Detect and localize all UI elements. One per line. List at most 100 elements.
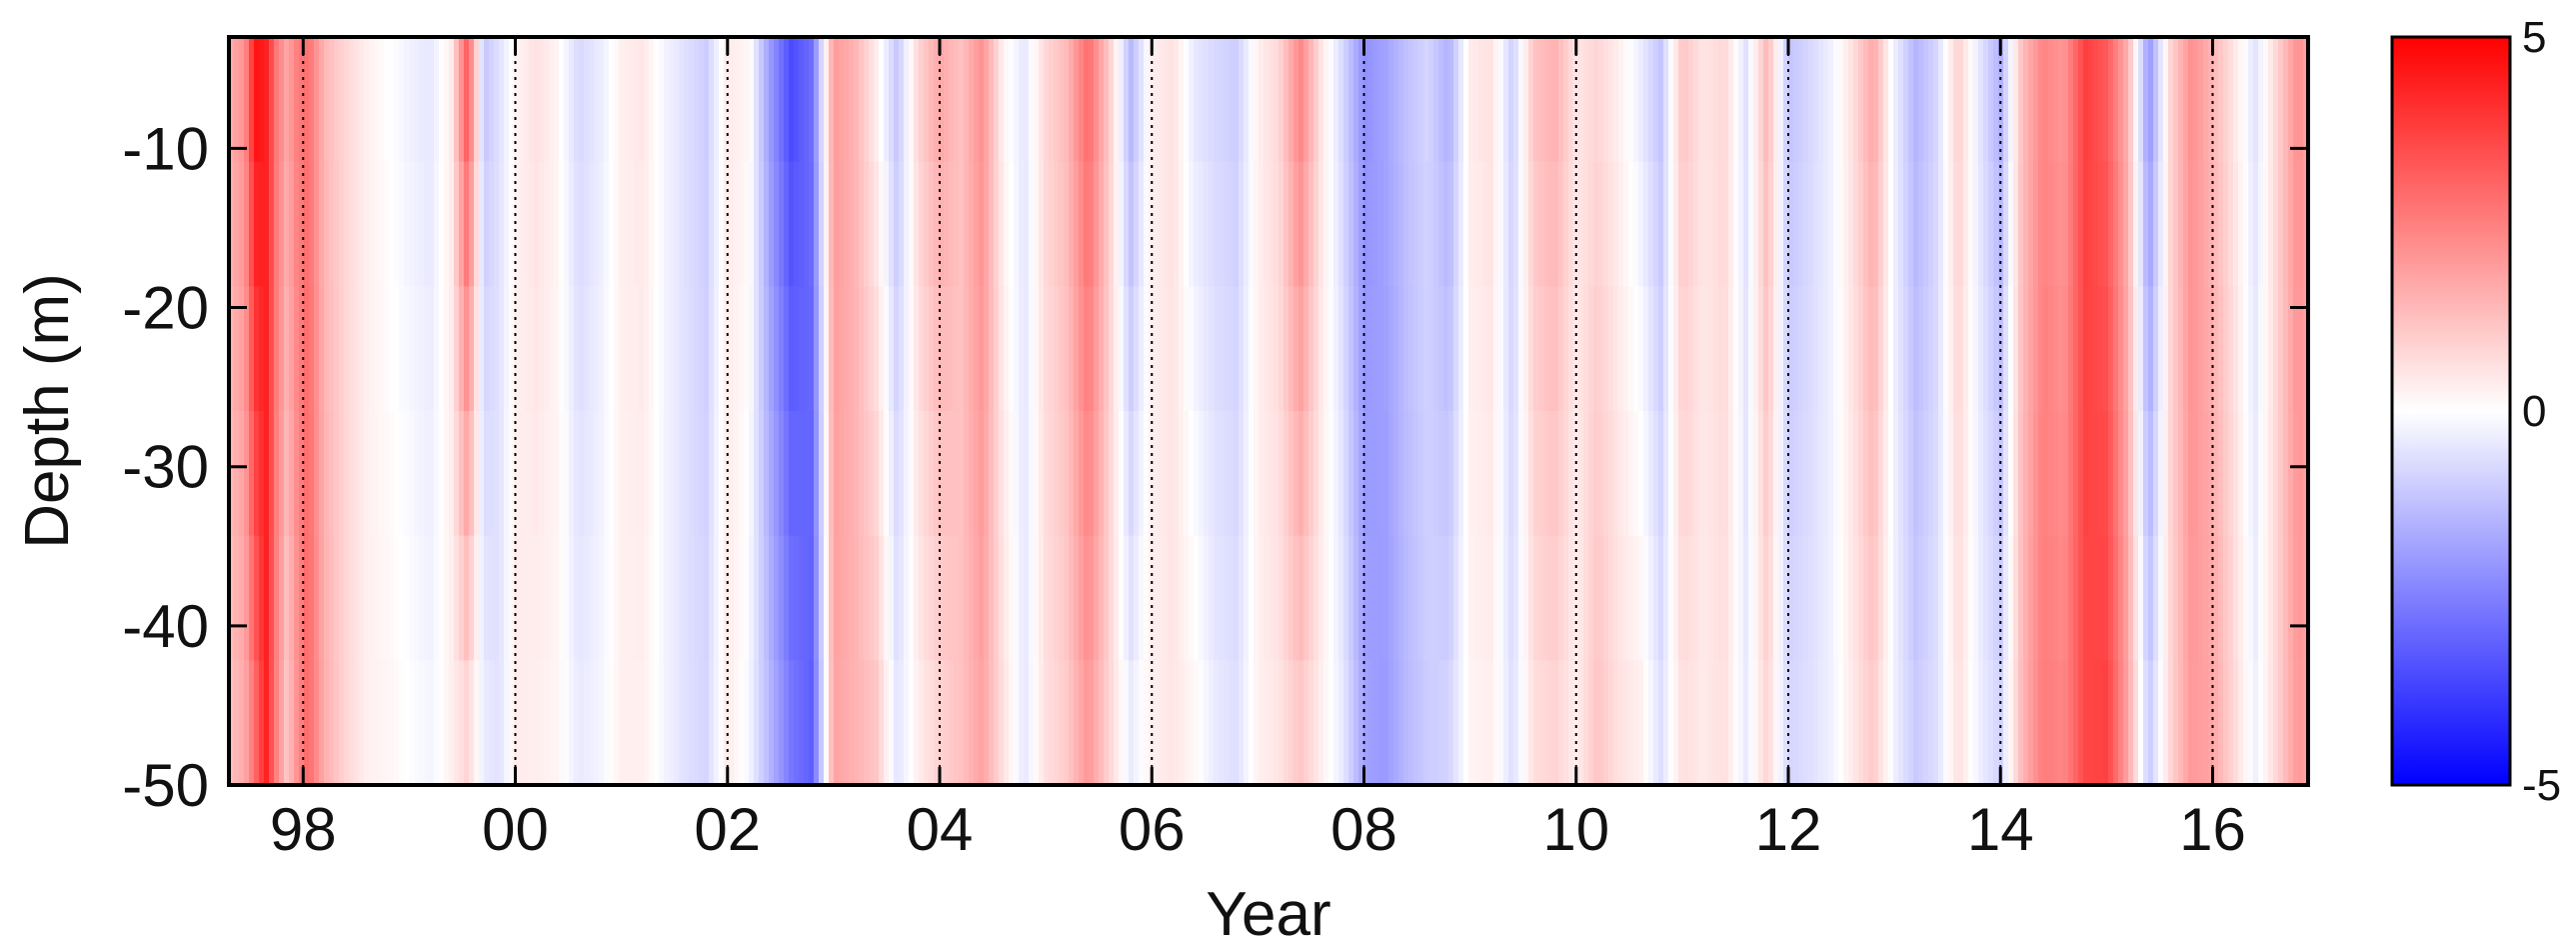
heat-cell	[1973, 660, 1979, 785]
heat-cell	[929, 535, 935, 662]
heat-cell	[1693, 37, 1699, 163]
heat-cell	[364, 286, 370, 412]
heat-cell	[604, 161, 610, 288]
heat-cell	[2303, 37, 2308, 163]
heat-cell	[494, 161, 500, 288]
heat-cell	[1199, 660, 1205, 785]
heat-cell	[1274, 411, 1280, 537]
heat-cell	[1528, 161, 1534, 288]
heat-cell	[2043, 535, 2049, 662]
heat-cell	[2223, 161, 2229, 288]
heat-cell	[1948, 286, 1954, 412]
heat-cell	[819, 286, 825, 412]
heat-cell	[1089, 411, 1095, 537]
heat-cell	[1254, 411, 1260, 537]
heat-cell	[954, 37, 960, 163]
heat-cell	[1388, 286, 1394, 412]
heat-cell	[1144, 411, 1150, 537]
heat-cell	[414, 161, 420, 288]
heat-cell	[969, 286, 975, 412]
heat-cell	[399, 286, 405, 412]
heat-cell	[309, 411, 315, 537]
heat-cell	[1483, 37, 1489, 163]
heat-cell	[1898, 411, 1904, 537]
heat-cell	[2233, 37, 2239, 163]
heat-cell	[2003, 660, 2009, 785]
heat-cell	[504, 37, 510, 163]
heat-cell	[1119, 411, 1125, 537]
heat-cell	[899, 37, 905, 163]
heat-cell	[604, 535, 610, 662]
heat-cell	[1104, 286, 1110, 412]
heat-cell	[419, 286, 425, 412]
heat-cell	[714, 660, 720, 785]
heat-cell	[464, 37, 470, 163]
heat-cell	[829, 411, 835, 537]
heat-cell	[2093, 37, 2099, 163]
heat-cell	[2258, 411, 2264, 537]
heat-cell	[1828, 161, 1834, 288]
heat-cell	[1528, 535, 1534, 662]
heat-cell	[2018, 37, 2024, 163]
heat-cell	[1448, 286, 1454, 412]
heat-cell	[2108, 286, 2114, 412]
x-tick-label: 12	[1755, 796, 1822, 863]
heat-cell	[634, 535, 640, 662]
heat-cell	[1938, 37, 1944, 163]
heat-cell	[2303, 411, 2308, 537]
heat-cell	[1184, 660, 1190, 785]
heat-cell	[1563, 660, 1569, 785]
heat-cell	[774, 161, 780, 288]
heat-cell	[339, 411, 345, 537]
heat-cell	[479, 535, 485, 662]
heat-cell	[1878, 286, 1884, 412]
heat-cell	[1653, 161, 1659, 288]
heat-cell	[834, 161, 840, 288]
heat-cell	[2078, 286, 2084, 412]
heat-cell	[1468, 37, 1474, 163]
heat-cell	[1368, 660, 1374, 785]
heat-cell	[1249, 660, 1255, 785]
heat-cell	[539, 37, 545, 163]
heat-cell	[2178, 37, 2184, 163]
heat-cell	[509, 37, 515, 163]
heat-cell	[764, 535, 770, 662]
heat-cell	[459, 286, 465, 412]
heat-cell	[1483, 161, 1489, 288]
heat-cell	[2188, 286, 2194, 412]
heat-cell	[454, 411, 460, 537]
heat-cell	[639, 37, 645, 163]
heat-cell	[1928, 286, 1934, 412]
heat-cell	[1169, 37, 1175, 163]
heat-cell	[354, 286, 360, 412]
heat-cell	[904, 535, 910, 662]
heat-cell	[1808, 161, 1814, 288]
heat-cell	[1803, 411, 1809, 537]
heat-cell	[624, 535, 630, 662]
heat-cell	[1024, 286, 1030, 412]
heat-cell	[1358, 411, 1364, 537]
heat-cell	[2113, 37, 2119, 163]
heat-cell	[484, 660, 490, 785]
heat-cell	[2028, 411, 2034, 537]
heat-cell	[1303, 161, 1309, 288]
heat-cell	[1189, 286, 1195, 412]
heat-cell	[1408, 411, 1414, 537]
heat-cell	[1298, 660, 1304, 785]
heat-cell	[759, 37, 765, 163]
heat-cell	[1019, 660, 1025, 785]
heat-cell	[1453, 37, 1459, 163]
heat-cell	[2293, 161, 2299, 288]
heat-cell	[344, 535, 350, 662]
heat-cell	[774, 37, 780, 163]
heat-cell	[604, 411, 610, 537]
heat-cell	[1019, 411, 1025, 537]
heat-cell	[689, 161, 695, 288]
heat-cell	[614, 286, 620, 412]
heat-cell	[1658, 535, 1664, 662]
heat-cell	[574, 161, 580, 288]
heat-cell	[969, 660, 975, 785]
heat-cell	[2063, 535, 2069, 662]
heat-cell	[1918, 660, 1924, 785]
heat-cell	[749, 161, 755, 288]
